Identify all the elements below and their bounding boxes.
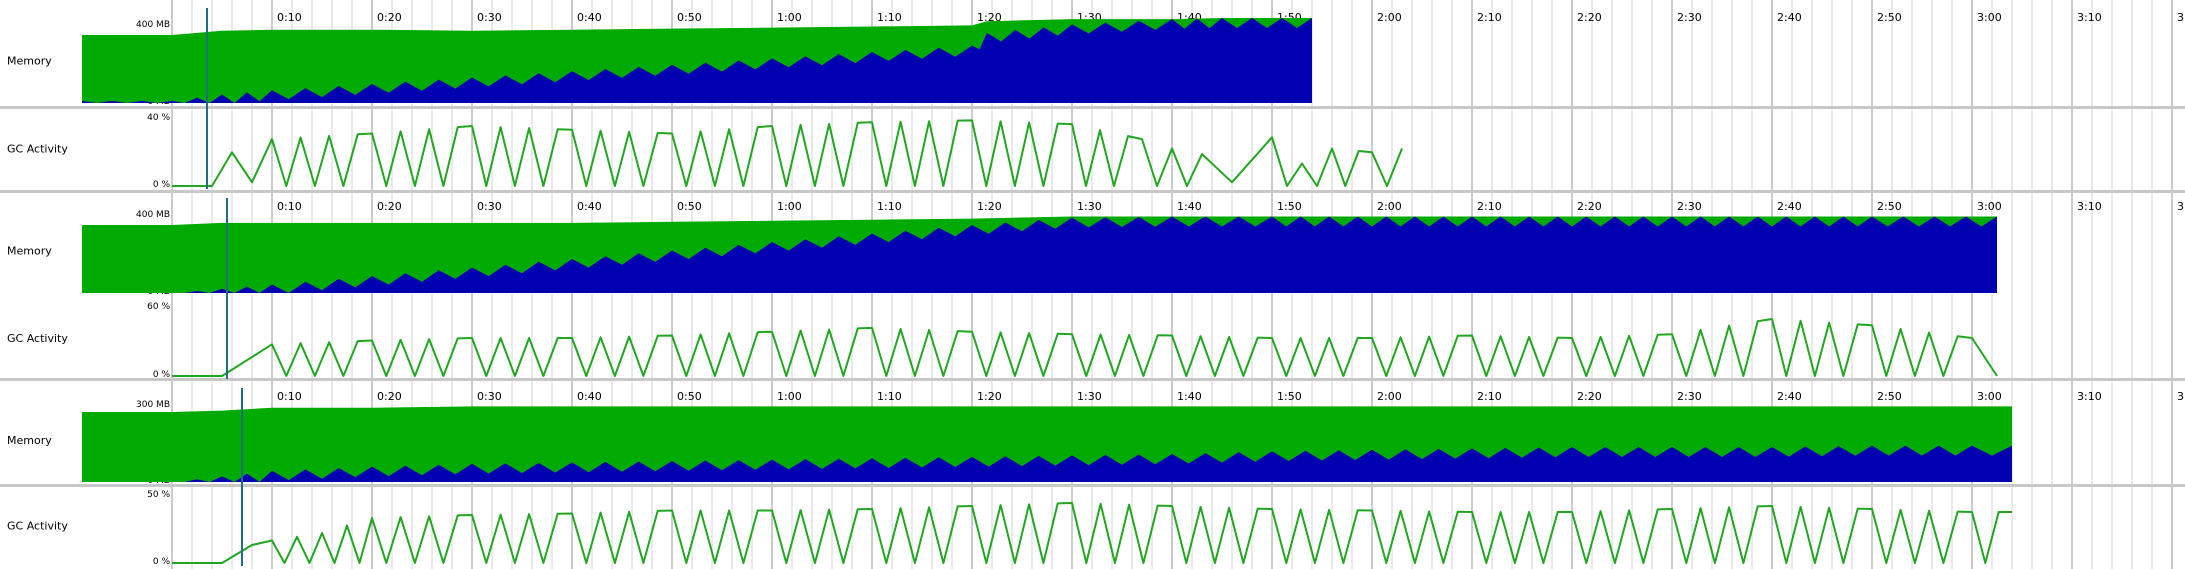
time-tick-label: 1:30 [1077, 200, 1102, 213]
time-tick-label: 2:10 [1477, 11, 1502, 24]
time-tick-label: 0:50 [677, 200, 702, 213]
time-tick-label: 2:40 [1777, 11, 1802, 24]
time-tick-label: 2:50 [1877, 11, 1902, 24]
time-tick-label: 2:00 [1377, 390, 1402, 403]
time-tick-label: 1:00 [777, 11, 802, 24]
time-tick-label: 2:30 [1677, 390, 1702, 403]
time-tick-label: 2:30 [1677, 200, 1702, 213]
time-tick-label: 2:10 [1477, 200, 1502, 213]
time-tick-label: 1:00 [777, 200, 802, 213]
gc-activity-line [172, 119, 1403, 187]
time-tick-label: 1:00 [777, 390, 802, 403]
time-tick-label: 2:00 [1377, 11, 1402, 24]
time-tick-label: 1:50 [1277, 200, 1302, 213]
time-tick-label: 2:30 [1677, 11, 1702, 24]
time-tick-label: 2:40 [1777, 200, 1802, 213]
time-tick-label: 0:50 [677, 390, 702, 403]
time-tick-label: 0:40 [577, 200, 602, 213]
time-tick-label: 0:40 [577, 11, 602, 24]
time-tick-label: 0:10 [277, 200, 302, 213]
time-tick-label: 1:20 [977, 11, 1002, 24]
panel-separator [0, 190, 2185, 193]
y-min-label: 0 % [153, 557, 171, 567]
y-max-label: 300 MB [136, 400, 170, 410]
gc-activity-line [172, 502, 2012, 564]
time-tick-label: 2:20 [1577, 390, 1602, 403]
panel-separator [0, 106, 2185, 109]
row-label: GC Activity [7, 520, 68, 533]
time-tick-label: 2:20 [1577, 11, 1602, 24]
time-tick-label: 3:10 [2077, 200, 2102, 213]
time-tick-label: 3:10 [2077, 11, 2102, 24]
y-max-label: 60 % [147, 302, 170, 312]
row-label: Memory [7, 55, 52, 68]
time-tick-label: 2:50 [1877, 390, 1902, 403]
time-tick-label: 0:10 [277, 11, 302, 24]
time-tick-label: 1:30 [1077, 390, 1102, 403]
time-tick-label: 3:20 [2177, 200, 2185, 213]
time-tick-label: 1:50 [1277, 390, 1302, 403]
time-tick-label: 3:00 [1977, 390, 2002, 403]
time-tick-label: 1:40 [1177, 390, 1202, 403]
row-label: Memory [7, 434, 52, 447]
y-max-label: 50 % [147, 490, 170, 500]
time-tick-label: 0:30 [477, 390, 502, 403]
time-tick-label: 3:20 [2177, 11, 2185, 24]
time-tick-label: 3:10 [2077, 390, 2102, 403]
time-tick-label: 0:50 [677, 11, 702, 24]
time-tick-label: 1:10 [877, 11, 902, 24]
time-tick-label: 0:20 [377, 11, 402, 24]
time-tick-label: 1:10 [877, 390, 902, 403]
y-min-label: 0 % [153, 180, 171, 190]
time-tick-label: 3:00 [1977, 200, 2002, 213]
y-max-label: 40 % [147, 113, 170, 123]
time-tick-label: 0:30 [477, 11, 502, 24]
time-tick-label: 0:40 [577, 390, 602, 403]
memory-used-area [82, 445, 2012, 482]
row-label: Memory [7, 245, 52, 258]
time-tick-label: 2:40 [1777, 390, 1802, 403]
time-tick-label: 0:30 [477, 200, 502, 213]
time-tick-label: 1:20 [977, 390, 1002, 403]
row-label: GC Activity [7, 143, 68, 156]
time-tick-label: 2:00 [1377, 200, 1402, 213]
memory-used-area [82, 18, 1312, 103]
panel-separator [0, 484, 2185, 487]
time-tick-label: 0:20 [377, 390, 402, 403]
time-tick-label: 0:20 [377, 200, 402, 213]
time-tick-label: 1:10 [877, 200, 902, 213]
time-tick-label: 1:40 [1177, 200, 1202, 213]
time-tick-label: 3:20 [2177, 390, 2185, 403]
gc-activity-line [172, 318, 1998, 377]
y-max-label: 400 MB [136, 210, 170, 220]
time-tick-label: 2:20 [1577, 200, 1602, 213]
panel-separator [0, 378, 2185, 381]
time-tick-label: 3:00 [1977, 11, 2002, 24]
memory-used-area [82, 216, 1997, 293]
time-tick-label: 1:20 [977, 200, 1002, 213]
time-tick-label: 0:10 [277, 390, 302, 403]
y-max-label: 400 MB [136, 20, 170, 30]
y-min-label: 0 % [153, 370, 171, 380]
row-label: GC Activity [7, 332, 68, 345]
time-tick-label: 2:10 [1477, 390, 1502, 403]
time-tick-label: 2:50 [1877, 200, 1902, 213]
